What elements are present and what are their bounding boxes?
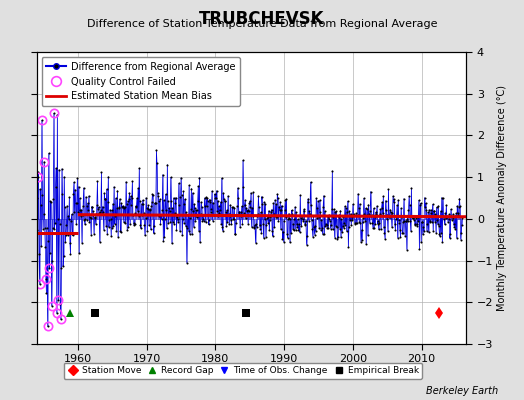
Text: Difference of Station Temperature Data from Regional Average: Difference of Station Temperature Data f…: [87, 19, 437, 29]
Y-axis label: Monthly Temperature Anomaly Difference (°C): Monthly Temperature Anomaly Difference (…: [497, 85, 507, 311]
Text: TRUBCHEVSK: TRUBCHEVSK: [199, 10, 325, 28]
Legend: Station Move, Record Gap, Time of Obs. Change, Empirical Break: Station Move, Record Gap, Time of Obs. C…: [63, 363, 422, 379]
Text: Berkeley Earth: Berkeley Earth: [425, 386, 498, 396]
